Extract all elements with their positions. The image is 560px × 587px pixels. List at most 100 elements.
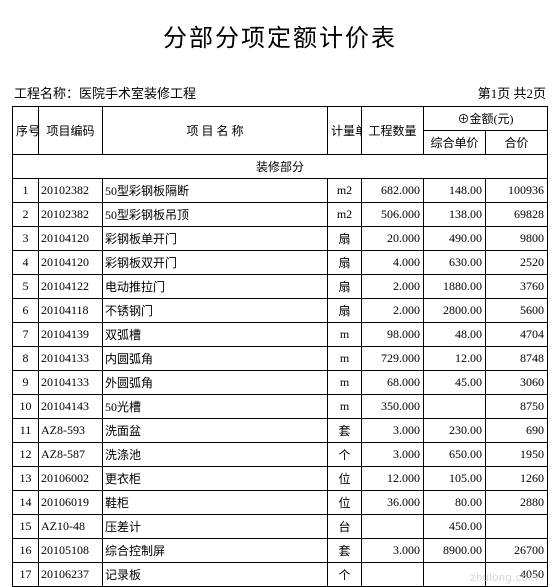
cell-name: 压差计 [103,515,328,539]
page-number: 第1页 共2页 [478,83,546,102]
cell-qty: 3.000 [361,539,423,563]
cell-price: 45.00 [423,371,485,395]
table-row: 102010414350光槽m350.0008750 [13,395,548,419]
cell-unit: 套 [327,419,361,443]
header-total: 合价 [485,131,547,155]
cell-total: 69828 [485,203,547,227]
cell-code: 20106237 [39,563,103,587]
cell-code: AZ8-587 [39,443,103,467]
section-title: 装修部分 [13,155,548,179]
cell-total [485,515,547,539]
table-row: 620104118不锈钢门扇2.0002800.005600 [13,299,548,323]
cell-code: 20104133 [39,347,103,371]
cell-seq: 14 [13,491,39,515]
cell-qty: 68.000 [361,371,423,395]
cell-seq: 12 [13,443,39,467]
cell-total: 3060 [485,371,547,395]
table-row: 1720106237记录板个4050 [13,563,548,587]
cell-code: AZ10-48 [39,515,103,539]
cell-price: 230.00 [423,419,485,443]
cell-qty: 3.000 [361,443,423,467]
cell-total: 1260 [485,467,547,491]
pricing-table: 序号 项目编码 项 目 名 称 计量单位 工程数量 ⊕金额(元) 综合单价 合价… [12,106,548,587]
cell-total: 100936 [485,179,547,203]
cell-qty [361,515,423,539]
header-unit-price: 综合单价 [423,131,485,155]
cell-name: 洗涤池 [103,443,328,467]
cell-price: 630.00 [423,251,485,275]
cell-price: 138.00 [423,203,485,227]
table-row: 12010238250型彩钢板隔断m2682.000148.00100936 [13,179,548,203]
table-row: 920104133外圆弧角m68.00045.003060 [13,371,548,395]
header-unit: 计量单位 [327,107,361,155]
cell-name: 50光槽 [103,395,328,419]
cell-code: 20102382 [39,179,103,203]
cell-qty: 729.000 [361,347,423,371]
cell-name: 彩钢板单开门 [103,227,328,251]
cell-total: 9800 [485,227,547,251]
project-name: 医院手术室装修工程 [79,86,196,101]
cell-total: 5600 [485,299,547,323]
header-qty: 工程数量 [361,107,423,155]
cell-price: 1880.00 [423,275,485,299]
amount-symbol-icon: ⊕ [457,112,469,126]
table-row: 1620105108综合控制屏套3.0008900.0026700 [13,539,548,563]
project-info: 工程名称：医院手术室装修工程 [14,83,196,102]
cell-unit: 套 [327,539,361,563]
cell-price: 148.00 [423,179,485,203]
table-row: 1320106002更衣柜位12.000105.001260 [13,467,548,491]
cell-code: 20106019 [39,491,103,515]
cell-unit: m [327,371,361,395]
cell-seq: 16 [13,539,39,563]
cell-total: 4704 [485,323,547,347]
amount-label-text: 金额(元) [470,112,514,126]
cell-price [423,395,485,419]
cell-total: 8748 [485,347,547,371]
cell-unit: 台 [327,515,361,539]
cell-seq: 1 [13,179,39,203]
cell-seq: 6 [13,299,39,323]
cell-total: 8750 [485,395,547,419]
cell-name: 洗面盆 [103,419,328,443]
table-row: 1420106019鞋柜位36.00080.002880 [13,491,548,515]
cell-qty: 3.000 [361,419,423,443]
cell-code: 20102382 [39,203,103,227]
cell-qty: 2.000 [361,275,423,299]
table-row: 12AZ8-587洗涤池个3.000650.001950 [13,443,548,467]
page-title: 分部分项定额计价表 [12,18,548,53]
cell-total: 4050 [485,563,547,587]
cell-price [423,563,485,587]
cell-code: 20104118 [39,299,103,323]
cell-name: 彩钢板双开门 [103,251,328,275]
cell-unit: m2 [327,203,361,227]
cell-qty: 350.000 [361,395,423,419]
cell-seq: 11 [13,419,39,443]
cell-code: 20104120 [39,227,103,251]
cell-total: 1950 [485,443,547,467]
cell-unit: 扇 [327,251,361,275]
cell-seq: 10 [13,395,39,419]
table-row: 15AZ10-48压差计台450.00 [13,515,548,539]
header-name: 项 目 名 称 [103,107,328,155]
cell-qty: 4.000 [361,251,423,275]
cell-seq: 15 [13,515,39,539]
meta-row: 工程名称：医院手术室装修工程 第1页 共2页 [12,83,548,102]
cell-unit: 个 [327,443,361,467]
cell-total: 2520 [485,251,547,275]
table-row: 720104139双弧槽m98.00048.004704 [13,323,548,347]
cell-name: 双弧槽 [103,323,328,347]
cell-name: 不锈钢门 [103,299,328,323]
table-header: 序号 项目编码 项 目 名 称 计量单位 工程数量 ⊕金额(元) 综合单价 合价 [13,107,548,155]
cell-seq: 7 [13,323,39,347]
cell-name: 50型彩钢板隔断 [103,179,328,203]
cell-price: 12.00 [423,347,485,371]
project-label: 工程名称： [14,86,79,101]
table-row: 22010238250型彩钢板吊顶m2506.000138.0069828 [13,203,548,227]
cell-seq: 13 [13,467,39,491]
cell-price: 48.00 [423,323,485,347]
cell-code: 20104122 [39,275,103,299]
cell-unit: 位 [327,491,361,515]
cell-total: 690 [485,419,547,443]
table-row: 820104133内圆弧角m729.00012.008748 [13,347,548,371]
header-seq: 序号 [13,107,39,155]
